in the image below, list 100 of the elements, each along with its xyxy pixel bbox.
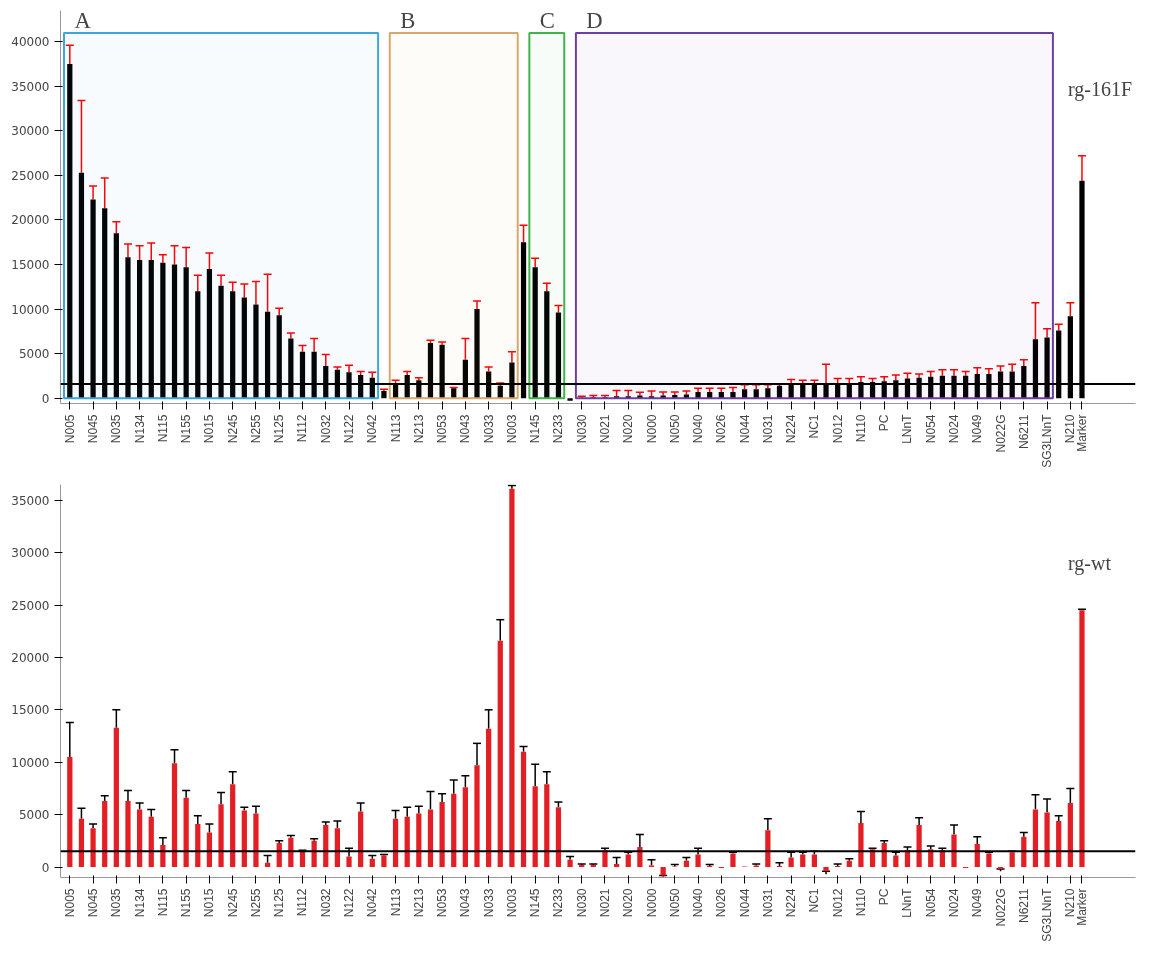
x-tick-label: N000	[644, 888, 659, 918]
bar	[113, 727, 119, 868]
x-tick-label: N049	[970, 414, 985, 444]
band-label: B	[400, 7, 416, 33]
bar	[614, 863, 620, 868]
x-tick-label: N122	[342, 414, 357, 444]
bar	[765, 830, 771, 868]
bar	[660, 867, 666, 876]
bar	[520, 751, 527, 868]
bar	[451, 793, 457, 868]
x-tick-label: N024	[947, 414, 962, 444]
x-tick-label: N042	[365, 888, 380, 918]
bar	[637, 395, 643, 399]
bar	[986, 853, 992, 868]
bar	[195, 824, 201, 868]
text: rg-161F	[1068, 78, 1133, 102]
x-tick-label: PC	[877, 888, 892, 906]
bar	[660, 395, 666, 399]
bar	[369, 858, 375, 868]
x-tick-label: N032	[318, 414, 333, 444]
bar	[183, 797, 189, 868]
x-tick-label: N050	[667, 888, 682, 918]
bar	[404, 816, 410, 868]
x-tick-label: N003	[504, 414, 519, 444]
bar	[916, 825, 922, 868]
bar	[381, 391, 387, 399]
bar	[707, 391, 713, 399]
x-tick-label: N040	[691, 414, 706, 444]
x-tick-label: N022G	[993, 888, 1008, 927]
x-tick-label: N021	[597, 888, 612, 918]
x-tick-label: N012	[830, 888, 845, 918]
x-tick-label: N026	[714, 414, 729, 444]
bar	[67, 756, 73, 868]
bar	[439, 802, 445, 868]
bar	[567, 859, 573, 868]
x-tick-label: N044	[737, 888, 752, 918]
x-tick-label: N035	[109, 414, 124, 444]
x-tick-label: N021	[597, 414, 612, 444]
x-tick-label: N031	[760, 888, 775, 918]
bar	[148, 816, 154, 868]
x-tick-label: N213	[411, 888, 426, 918]
x-tick-label: PC	[877, 414, 892, 432]
bar	[509, 488, 515, 868]
bar	[800, 854, 806, 868]
x-tick-label: N134	[132, 414, 147, 444]
bar	[102, 801, 108, 868]
bar	[323, 825, 329, 868]
x-tick-label: N155	[179, 888, 194, 918]
text: rg-wt	[1068, 552, 1112, 576]
x-tick-label: N122	[342, 888, 357, 918]
x-tick-label: N145	[528, 888, 543, 918]
x-tick-label: N110	[853, 888, 868, 917]
bar	[206, 832, 213, 868]
bar	[1067, 803, 1073, 868]
x-tick-label: N040	[691, 888, 706, 918]
bar	[1044, 812, 1050, 868]
bar	[532, 786, 538, 868]
x-tick-label: N255	[248, 414, 263, 444]
y-tick-label: 20000	[11, 213, 50, 228]
bar	[299, 851, 306, 868]
x-tick-label: N112	[295, 888, 310, 917]
x-tick-label: N115	[155, 888, 170, 917]
x-tick-label: N245	[225, 888, 240, 918]
bar	[171, 763, 178, 868]
x-tick-label: N015	[202, 888, 217, 918]
x-tick-label: NC1	[807, 888, 822, 913]
bar	[136, 809, 143, 868]
bar	[416, 813, 422, 868]
bar	[451, 388, 457, 399]
x-tick-label: SG3LNnT	[1040, 413, 1055, 468]
x-tick-label: N042	[365, 414, 380, 444]
band-label: D	[586, 7, 603, 33]
bar	[893, 855, 899, 868]
bar	[858, 823, 864, 868]
bar	[951, 834, 957, 868]
y-tick-label: 5000	[18, 808, 50, 823]
y-tick-label: 35000	[11, 493, 50, 508]
y-tick-label: 10000	[11, 755, 50, 770]
y-tick-label: 15000	[11, 257, 50, 272]
y-tick-label: 20000	[11, 650, 50, 665]
x-tick-label: N030	[574, 414, 589, 444]
x-tick-label: N6211	[1016, 888, 1031, 923]
bar	[1009, 852, 1015, 868]
x-tick-label: N024	[947, 888, 962, 918]
x-tick-label: N125	[272, 414, 287, 444]
bar	[125, 801, 131, 868]
bar	[230, 784, 236, 868]
x-tick-label: N035	[109, 888, 124, 918]
bar	[241, 810, 247, 868]
bar	[753, 389, 759, 399]
bar	[567, 398, 573, 401]
x-tick-label: N053	[435, 414, 450, 444]
y-tick-label: 25000	[11, 168, 50, 183]
x-tick-label: N005	[62, 888, 77, 918]
bar	[625, 854, 631, 868]
bar	[718, 391, 724, 399]
x-tick-label: N155	[179, 414, 194, 444]
x-tick-label: N233	[551, 414, 566, 444]
bar	[264, 862, 271, 868]
bar	[218, 804, 224, 868]
